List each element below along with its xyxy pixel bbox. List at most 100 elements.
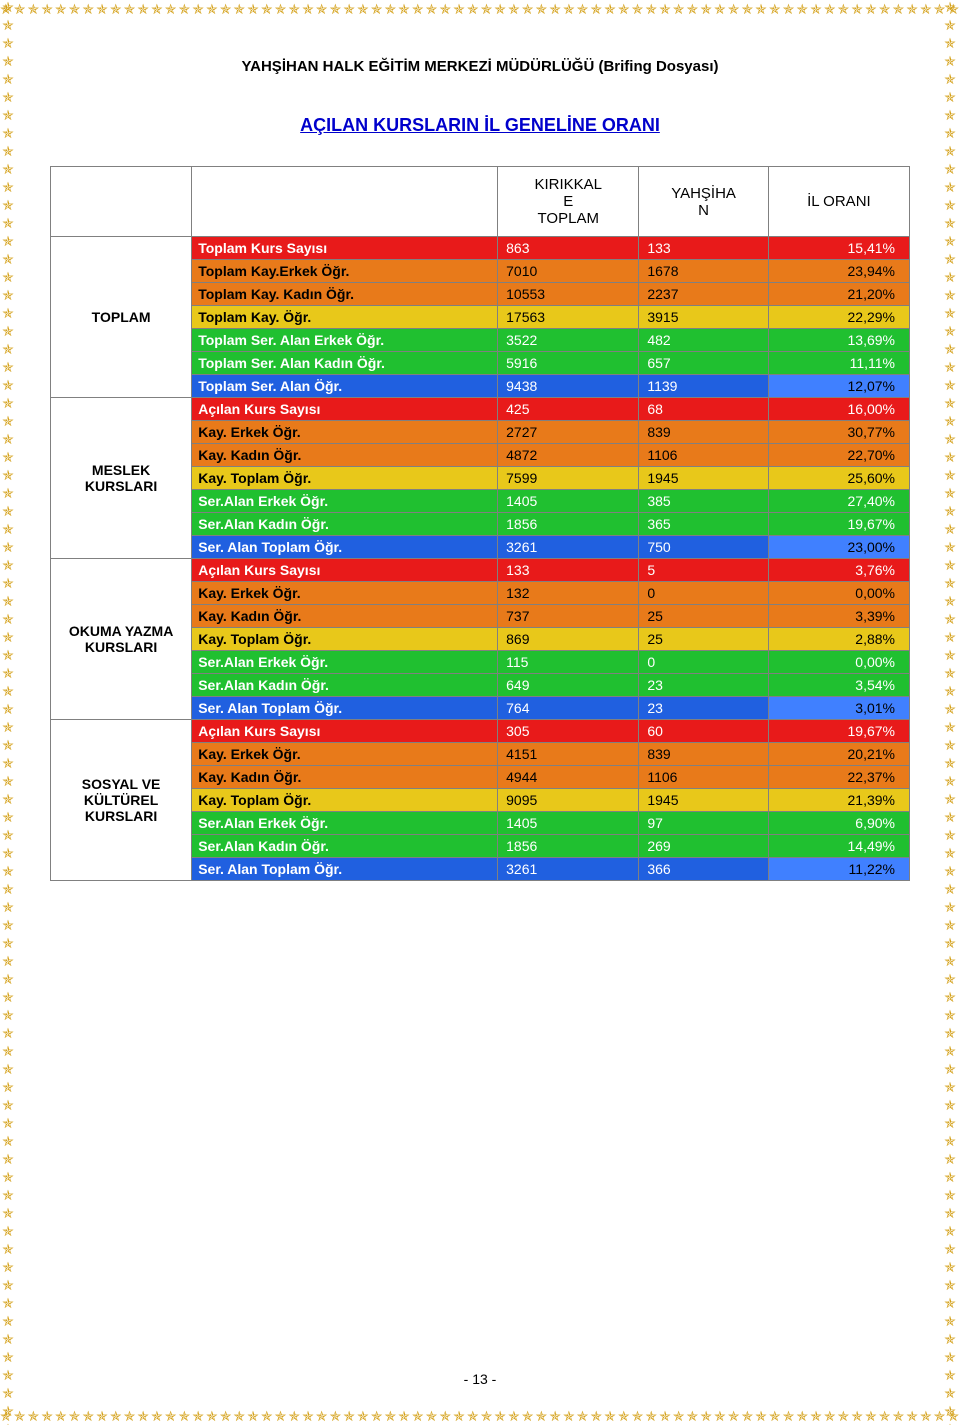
document-header: YAHŞİHAN HALK EĞİTİM MERKEZİ MÜDÜRLÜĞÜ (…	[50, 58, 910, 75]
metric-cell: Ser.Alan Erkek Öğr.	[192, 490, 498, 513]
metric-cell: Açılan Kurs Sayısı	[192, 720, 498, 743]
metric-cell: Kay. Kadın Öğr.	[192, 766, 498, 789]
page-number: - 13 -	[0, 1371, 960, 1387]
decorative-border-bottom: ✯✯✯✯✯✯✯✯✯✯✯✯✯✯✯✯✯✯✯✯✯✯✯✯✯✯✯✯✯✯✯✯✯✯✯✯✯✯✯✯…	[0, 1407, 960, 1425]
metric-cell: Kay. Toplam Öğr.	[192, 789, 498, 812]
value-percentage: 25,60%	[768, 467, 909, 490]
value-yahsihan: 1945	[639, 467, 768, 490]
value-yahsihan: 1106	[639, 444, 768, 467]
value-yahsihan: 25	[639, 605, 768, 628]
metric-cell: Toplam Ser. Alan Erkek Öğr.	[192, 329, 498, 352]
metric-cell: Ser.Alan Erkek Öğr.	[192, 812, 498, 835]
metric-cell: Kay. Kadın Öğr.	[192, 605, 498, 628]
value-kirikkale: 3261	[498, 536, 639, 559]
value-yahsihan: 133	[639, 237, 768, 260]
value-yahsihan: 385	[639, 490, 768, 513]
value-yahsihan: 2237	[639, 283, 768, 306]
value-yahsihan: 482	[639, 329, 768, 352]
value-percentage: 11,22%	[768, 858, 909, 881]
metric-cell: Toplam Ser. Alan Kadın Öğr.	[192, 352, 498, 375]
value-percentage: 3,54%	[768, 674, 909, 697]
section-title: AÇILAN KURSLARIN İL GENELİNE ORANI	[50, 115, 910, 136]
value-yahsihan: 68	[639, 398, 768, 421]
column-kirikkale: KIRIKKAL E TOPLAM	[498, 167, 639, 237]
value-percentage: 14,49%	[768, 835, 909, 858]
metric-cell: Açılan Kurs Sayısı	[192, 559, 498, 582]
value-percentage: 22,70%	[768, 444, 909, 467]
ratio-table: KIRIKKAL E TOPLAM YAHŞİHA N İL ORANI TOP…	[50, 166, 910, 881]
value-percentage: 0,00%	[768, 582, 909, 605]
value-yahsihan: 1106	[639, 766, 768, 789]
value-percentage: 21,20%	[768, 283, 909, 306]
value-kirikkale: 425	[498, 398, 639, 421]
metric-cell: Kay. Erkek Öğr.	[192, 582, 498, 605]
value-kirikkale: 869	[498, 628, 639, 651]
value-percentage: 22,37%	[768, 766, 909, 789]
table-row: SOSYAL VE KÜLTÜREL KURSLARIAçılan Kurs S…	[51, 720, 910, 743]
value-kirikkale: 1856	[498, 835, 639, 858]
value-kirikkale: 305	[498, 720, 639, 743]
value-kirikkale: 7599	[498, 467, 639, 490]
value-kirikkale: 9438	[498, 375, 639, 398]
value-yahsihan: 365	[639, 513, 768, 536]
value-kirikkale: 1405	[498, 812, 639, 835]
value-percentage: 20,21%	[768, 743, 909, 766]
metric-cell: Ser. Alan Toplam Öğr.	[192, 858, 498, 881]
value-kirikkale: 115	[498, 651, 639, 674]
value-yahsihan: 366	[639, 858, 768, 881]
value-kirikkale: 737	[498, 605, 639, 628]
value-percentage: 13,69%	[768, 329, 909, 352]
value-percentage: 30,77%	[768, 421, 909, 444]
metric-cell: Toplam Kurs Sayısı	[192, 237, 498, 260]
metric-cell: Toplam Ser. Alan Öğr.	[192, 375, 498, 398]
value-yahsihan: 1139	[639, 375, 768, 398]
column-yahsihan: YAHŞİHA N	[639, 167, 768, 237]
value-yahsihan: 657	[639, 352, 768, 375]
value-kirikkale: 10553	[498, 283, 639, 306]
value-percentage: 19,67%	[768, 513, 909, 536]
value-kirikkale: 17563	[498, 306, 639, 329]
value-yahsihan: 23	[639, 674, 768, 697]
value-percentage: 23,94%	[768, 260, 909, 283]
metric-cell: Ser.Alan Kadın Öğr.	[192, 835, 498, 858]
decorative-border-top: ✯✯✯✯✯✯✯✯✯✯✯✯✯✯✯✯✯✯✯✯✯✯✯✯✯✯✯✯✯✯✯✯✯✯✯✯✯✯✯✯…	[0, 0, 960, 18]
table-row: MESLEK KURSLARIAçılan Kurs Sayısı4256816…	[51, 398, 910, 421]
value-kirikkale: 4944	[498, 766, 639, 789]
metric-cell: Açılan Kurs Sayısı	[192, 398, 498, 421]
value-kirikkale: 1856	[498, 513, 639, 536]
value-yahsihan: 1945	[639, 789, 768, 812]
value-yahsihan: 269	[639, 835, 768, 858]
metric-cell: Toplam Kay. Kadın Öğr.	[192, 283, 498, 306]
value-yahsihan: 0	[639, 651, 768, 674]
metric-cell: Ser. Alan Toplam Öğr.	[192, 536, 498, 559]
value-yahsihan: 839	[639, 743, 768, 766]
value-kirikkale: 863	[498, 237, 639, 260]
value-kirikkale: 3261	[498, 858, 639, 881]
value-kirikkale: 133	[498, 559, 639, 582]
value-percentage: 11,11%	[768, 352, 909, 375]
value-percentage: 21,39%	[768, 789, 909, 812]
metric-cell: Toplam Kay. Öğr.	[192, 306, 498, 329]
category-cell: OKUMA YAZMA KURSLARI	[51, 559, 192, 720]
metric-cell: Ser.Alan Erkek Öğr.	[192, 651, 498, 674]
metric-cell: Ser. Alan Toplam Öğr.	[192, 697, 498, 720]
metric-cell: Kay. Erkek Öğr.	[192, 421, 498, 444]
value-kirikkale: 7010	[498, 260, 639, 283]
value-kirikkale: 649	[498, 674, 639, 697]
metric-cell: Kay. Kadın Öğr.	[192, 444, 498, 467]
value-kirikkale: 4151	[498, 743, 639, 766]
metric-cell: Ser.Alan Kadın Öğr.	[192, 513, 498, 536]
metric-cell: Kay. Erkek Öğr.	[192, 743, 498, 766]
value-kirikkale: 1405	[498, 490, 639, 513]
value-percentage: 16,00%	[768, 398, 909, 421]
value-percentage: 12,07%	[768, 375, 909, 398]
value-yahsihan: 60	[639, 720, 768, 743]
value-kirikkale: 2727	[498, 421, 639, 444]
value-percentage: 27,40%	[768, 490, 909, 513]
value-percentage: 3,39%	[768, 605, 909, 628]
value-yahsihan: 1678	[639, 260, 768, 283]
value-yahsihan: 750	[639, 536, 768, 559]
value-percentage: 6,90%	[768, 812, 909, 835]
table-row: OKUMA YAZMA KURSLARIAçılan Kurs Sayısı13…	[51, 559, 910, 582]
value-kirikkale: 132	[498, 582, 639, 605]
